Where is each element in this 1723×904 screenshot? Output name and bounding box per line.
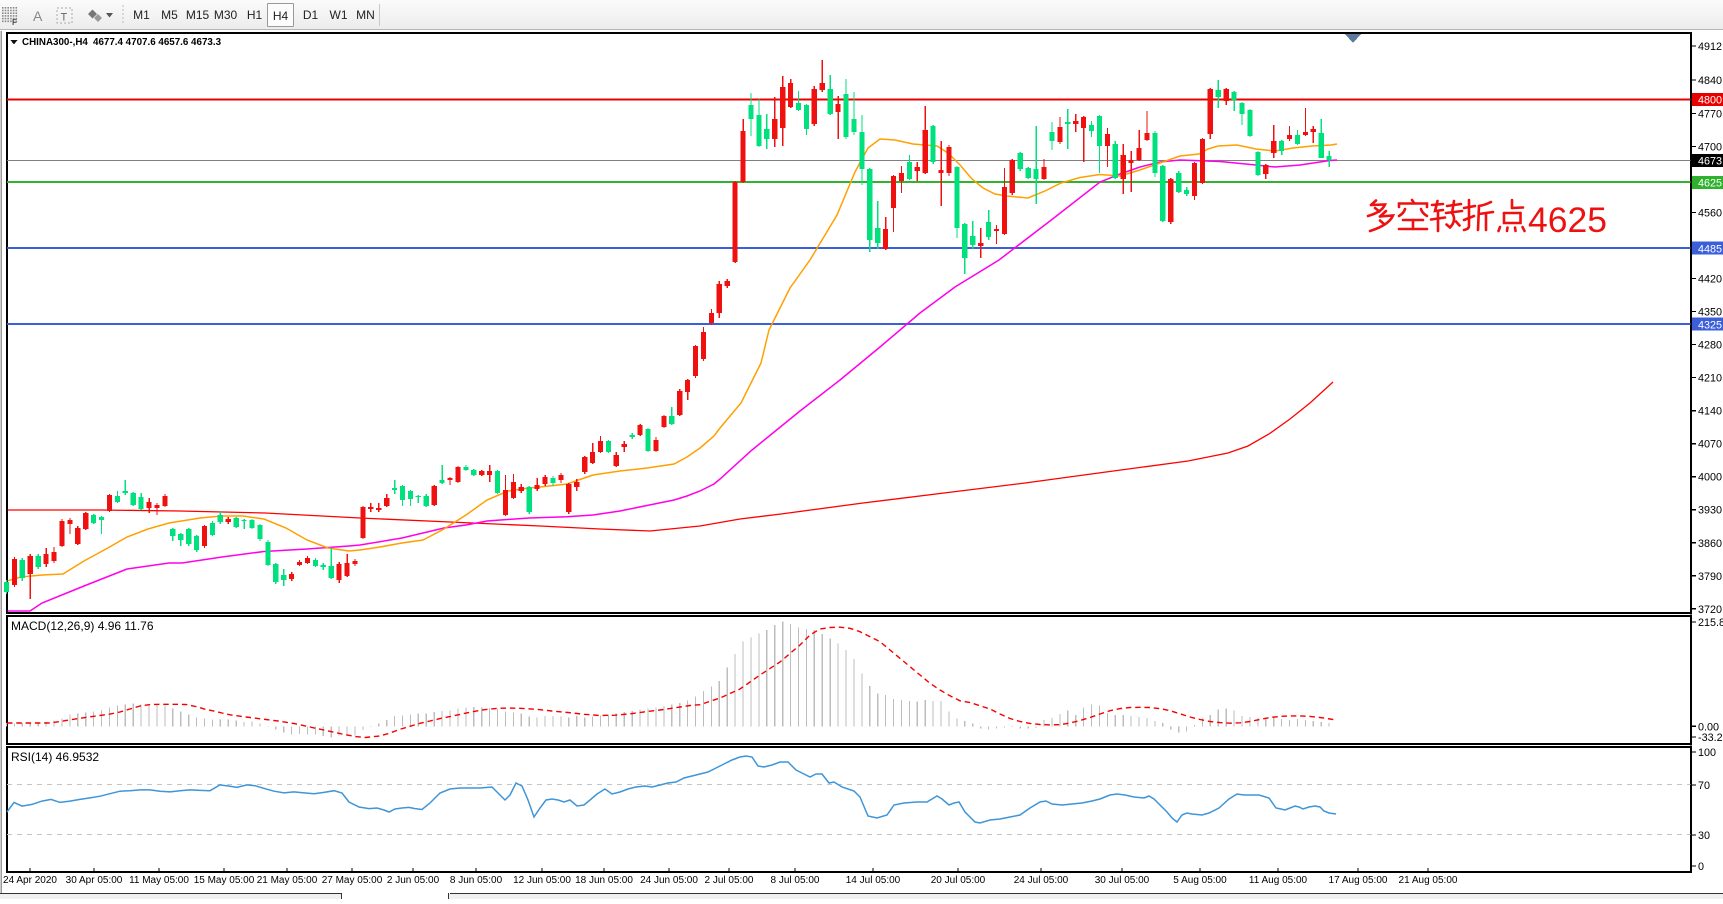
svg-text:11 May 05:00: 11 May 05:00 <box>129 875 189 886</box>
svg-text:4210.0: 4210.0 <box>1698 373 1723 385</box>
svg-text:RSI(14) 46.9532: RSI(14) 46.9532 <box>11 750 99 764</box>
svg-text:4280.0: 4280.0 <box>1698 340 1723 352</box>
svg-text:4770.0: 4770.0 <box>1698 108 1723 120</box>
svg-text:4325.0: 4325.0 <box>1698 319 1723 331</box>
svg-text:8 Jul 05:00: 8 Jul 05:00 <box>771 875 820 886</box>
svg-text:11 Aug 05:00: 11 Aug 05:00 <box>1249 875 1308 886</box>
svg-text:F: F <box>12 18 17 27</box>
svg-text:3720.0: 3720.0 <box>1698 604 1723 616</box>
svg-text:21 May 05:00: 21 May 05:00 <box>257 875 318 886</box>
svg-text:4912.0: 4912.0 <box>1698 41 1723 53</box>
svg-text:4560.0: 4560.0 <box>1698 208 1723 220</box>
svg-text:15 May 05:00: 15 May 05:00 <box>194 875 255 886</box>
svg-text:3930.0: 3930.0 <box>1698 505 1723 517</box>
svg-text:4677.4 4707.6 4657.6 4673.3: 4677.4 4707.6 4657.6 4673.3 <box>93 37 222 48</box>
svg-text:100: 100 <box>1698 747 1716 759</box>
svg-text:24 Apr 2020: 24 Apr 2020 <box>3 875 57 886</box>
svg-text:3860.0: 3860.0 <box>1698 538 1723 550</box>
svg-text:4420.0: 4420.0 <box>1698 274 1723 286</box>
svg-text:2 Jun 05:00: 2 Jun 05:00 <box>387 875 440 886</box>
svg-text:-33.2: -33.2 <box>1698 732 1723 744</box>
svg-text:4673.3: 4673.3 <box>1698 156 1723 168</box>
svg-text:8 Jun 05:00: 8 Jun 05:00 <box>450 875 503 886</box>
svg-text:4700.0: 4700.0 <box>1698 141 1723 153</box>
svg-text:4485.0: 4485.0 <box>1698 243 1723 255</box>
svg-text:0.00: 0.00 <box>1698 721 1719 733</box>
svg-text:4625.0: 4625.0 <box>1698 178 1723 190</box>
svg-text:30 Jul 05:00: 30 Jul 05:00 <box>1095 875 1150 886</box>
svg-text:3790.0: 3790.0 <box>1698 571 1723 583</box>
svg-text:27 May 05:00: 27 May 05:00 <box>322 875 383 886</box>
svg-text:4840.0: 4840.0 <box>1698 75 1723 87</box>
svg-text:24 Jun 05:00: 24 Jun 05:00 <box>640 875 698 886</box>
svg-text:4350.0: 4350.0 <box>1698 307 1723 319</box>
svg-text:4140.0: 4140.0 <box>1698 406 1723 418</box>
svg-text:70: 70 <box>1698 780 1710 792</box>
svg-text:20 Jul 05:00: 20 Jul 05:00 <box>931 875 986 886</box>
svg-text:4625: 4625 <box>1528 200 1607 240</box>
svg-text:14 Jul 05:00: 14 Jul 05:00 <box>846 875 901 886</box>
svg-text:215.81: 215.81 <box>1698 617 1723 629</box>
svg-text:30: 30 <box>1698 830 1710 842</box>
svg-text:CHINA300-,H4: CHINA300-,H4 <box>22 37 88 48</box>
svg-text:2 Jul 05:00: 2 Jul 05:00 <box>705 875 754 886</box>
svg-text:18 Jun 05:00: 18 Jun 05:00 <box>575 875 633 886</box>
svg-text:T: T <box>61 12 68 24</box>
svg-text:4070.0: 4070.0 <box>1698 439 1723 451</box>
svg-text:24 Jul 05:00: 24 Jul 05:00 <box>1014 875 1069 886</box>
svg-text:5 Aug 05:00: 5 Aug 05:00 <box>1173 875 1227 886</box>
svg-text:MACD(12,26,9) 4.96 11.76: MACD(12,26,9) 4.96 11.76 <box>11 619 154 633</box>
svg-text:4000.0: 4000.0 <box>1698 472 1723 484</box>
svg-text:17 Aug 05:00: 17 Aug 05:00 <box>1329 875 1388 886</box>
svg-text:4800.0: 4800.0 <box>1698 95 1723 107</box>
svg-text:A: A <box>33 8 43 24</box>
svg-text:12 Jun 05:00: 12 Jun 05:00 <box>513 875 571 886</box>
svg-text:0: 0 <box>1698 861 1704 873</box>
svg-text:21 Aug 05:00: 21 Aug 05:00 <box>1399 875 1458 886</box>
svg-text:30 Apr 05:00: 30 Apr 05:00 <box>66 875 123 886</box>
